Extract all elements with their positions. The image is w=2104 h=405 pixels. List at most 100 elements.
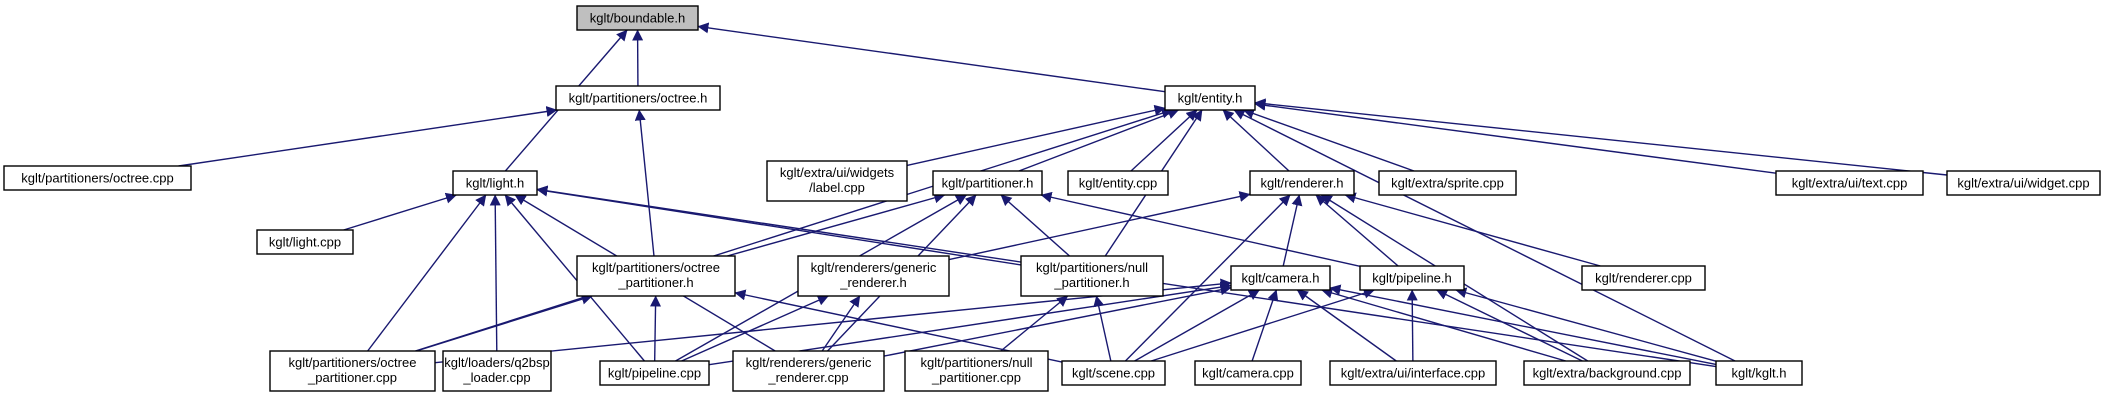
node-label: kglt/extra/ui/widget.cpp — [1957, 176, 2089, 191]
node-label: kglt/partitioners/null — [1036, 260, 1148, 275]
node-scene-cpp[interactable]: kglt/scene.cpp — [1061, 360, 1166, 386]
edge-q2bsp-cpp-to-light-h — [489, 194, 501, 352]
node-octree-part-h[interactable]: kglt/partitioners/octree_partitioner.h — [576, 255, 736, 297]
node-box — [1061, 360, 1166, 386]
edge-text-cpp-to-entity-h — [1254, 99, 1777, 174]
edge-background-cpp-to-camera-h — [1321, 287, 1566, 362]
node-label: kglt/extra/sprite.cpp — [1391, 176, 1504, 191]
node-box — [797, 255, 950, 297]
node-boundable-h[interactable]: kglt/boundable.h — [576, 5, 699, 31]
node-octree-cpp[interactable]: kglt/partitioners/octree.cpp — [3, 165, 192, 191]
edge-generic-renderer-cpp-to-generic-renderer-h — [821, 295, 861, 352]
edge-camera-h-to-renderer-h — [1282, 194, 1303, 267]
node-box — [732, 350, 885, 392]
edge-kglt-h-to-camera-h — [1329, 284, 1717, 366]
node-box — [1523, 360, 1691, 386]
edge-label-cpp-to-entity-h — [906, 104, 1166, 167]
node-label: _renderer.h — [839, 275, 907, 290]
node-label: kglt/camera.h — [1241, 271, 1319, 286]
edge-pipeline-cpp-to-octree-part-h — [650, 295, 662, 362]
node-octree-part-cpp[interactable]: kglt/partitioners/octree_partitioner.cpp — [269, 350, 436, 392]
edge-pipeline-h-to-partitioner-h — [1040, 191, 1361, 268]
node-label: kglt/camera.cpp — [1202, 366, 1294, 381]
node-label: kglt/extra/background.cpp — [1533, 366, 1682, 381]
node-label: _partitioner.cpp — [307, 370, 397, 385]
node-box — [1946, 170, 2101, 196]
node-text-cpp[interactable]: kglt/extra/ui/text.cpp — [1775, 170, 1924, 196]
node-label: kglt/extra/ui/widgets — [780, 165, 895, 180]
node-partitioner-h[interactable]: kglt/partitioner.h — [932, 170, 1043, 196]
edge-interface-cpp-to-camera-h — [1296, 289, 1397, 362]
node-entity-h[interactable]: kglt/entity.h — [1164, 85, 1256, 111]
node-background-cpp[interactable]: kglt/extra/background.cpp — [1523, 360, 1691, 386]
node-pipeline-h[interactable]: kglt/pipeline.h — [1359, 265, 1465, 291]
edge-background-cpp-to-pipeline-h — [1436, 289, 1583, 362]
node-entity-cpp[interactable]: kglt/entity.cpp — [1067, 170, 1169, 196]
node-box — [1775, 170, 1924, 196]
edge-renderer-cpp-to-renderer-h — [1344, 192, 1601, 267]
node-label: kglt/pipeline.h — [1372, 271, 1452, 286]
node-label: kglt/extra/ui/text.cpp — [1792, 176, 1908, 191]
node-box — [904, 350, 1049, 392]
node-kglt-h[interactable]: kglt/kglt.h — [1715, 360, 1803, 386]
node-label: kglt/partitioners/null — [921, 355, 1033, 370]
edge-pipeline-cpp-to-light-h — [504, 194, 645, 362]
node-label: kglt/partitioners/octree.cpp — [21, 171, 173, 186]
edge-octree-part-cpp-to-octree-part-h — [416, 293, 593, 352]
node-null-part-cpp[interactable]: kglt/partitioners/null_partitioner.cpp — [904, 350, 1049, 392]
node-label: _partitioner.h — [617, 275, 693, 290]
node-box — [1359, 265, 1465, 291]
node-label: kglt/scene.cpp — [1072, 366, 1155, 381]
node-label: kglt/renderers/generic — [811, 260, 937, 275]
edge-scene-cpp-to-null-part-h — [1093, 295, 1112, 362]
node-octree-h[interactable]: kglt/partitioners/octree.h — [555, 85, 721, 111]
node-label: kglt/loaders/q2bsp — [444, 355, 550, 370]
node-light-h[interactable]: kglt/light.h — [452, 170, 538, 196]
edge-scene-cpp-to-pipeline-h — [1150, 287, 1375, 362]
node-q2bsp-cpp[interactable]: kglt/loaders/q2bsp_loader.cpp — [442, 350, 552, 392]
node-box — [3, 165, 192, 191]
edge-octree-part-h-to-partitioner-h — [727, 192, 946, 257]
node-label: _loader.cpp — [462, 370, 530, 385]
node-renderer-cpp[interactable]: kglt/renderer.cpp — [1581, 265, 1706, 291]
node-interface-cpp[interactable]: kglt/extra/ui/interface.cpp — [1329, 360, 1497, 386]
node-widget-cpp[interactable]: kglt/extra/ui/widget.cpp — [1946, 170, 2101, 196]
edge-generic-renderer-cpp-to-camera-h — [883, 284, 1232, 357]
edge-entity-cpp-to-entity-h — [1130, 109, 1198, 172]
node-label: kglt/extra/ui/interface.cpp — [1341, 366, 1486, 381]
edge-null-part-h-to-partitioner-h — [1000, 194, 1070, 257]
node-pipeline-cpp[interactable]: kglt/pipeline.cpp — [599, 360, 710, 386]
edge-null-part-cpp-to-null-part-h — [1000, 295, 1069, 352]
node-box — [442, 350, 552, 392]
node-null-part-h[interactable]: kglt/partitioners/null_partitioner.h — [1020, 255, 1164, 297]
node-box — [555, 85, 721, 111]
edge-light-cpp-to-light-h — [343, 192, 457, 231]
node-label: kglt/partitioners/octree — [592, 260, 720, 275]
node-box — [1194, 360, 1302, 386]
node-label: _renderer.cpp — [767, 370, 848, 385]
edge-pipeline-cpp-to-generic-renderer-h — [681, 295, 829, 362]
node-box — [1715, 360, 1803, 386]
node-label: kglt/partitioners/octree — [289, 355, 417, 370]
edge-widget-cpp-to-entity-h — [1254, 98, 1948, 176]
node-camera-h[interactable]: kglt/camera.h — [1230, 265, 1331, 291]
edge-octree-part-cpp-to-entity-h — [415, 107, 1173, 352]
node-box — [766, 160, 908, 202]
edge-entity-h-to-boundable-h — [697, 22, 1166, 93]
node-label: kglt/entity.h — [1178, 91, 1243, 106]
node-box — [599, 360, 710, 386]
node-camera-cpp[interactable]: kglt/camera.cpp — [1194, 360, 1302, 386]
node-label: kglt/partitioners/octree.h — [569, 91, 708, 106]
node-box — [1378, 170, 1517, 196]
node-generic-renderer-h[interactable]: kglt/renderers/generic_renderer.h — [797, 255, 950, 297]
edge-scene-cpp-to-renderer-h — [1124, 194, 1291, 362]
node-generic-renderer-cpp[interactable]: kglt/renderers/generic_renderer.cpp — [732, 350, 885, 392]
node-renderer-h[interactable]: kglt/renderer.h — [1249, 170, 1355, 196]
node-sprite-cpp[interactable]: kglt/extra/sprite.cpp — [1378, 170, 1517, 196]
node-label: kglt/renderer.h — [1260, 176, 1343, 191]
node-box — [1230, 265, 1331, 291]
node-box — [256, 229, 354, 255]
node-light-cpp[interactable]: kglt/light.cpp — [256, 229, 354, 255]
node-label-cpp[interactable]: kglt/extra/ui/widgets/label.cpp — [766, 160, 908, 202]
node-label: kglt/pipeline.cpp — [608, 366, 701, 381]
